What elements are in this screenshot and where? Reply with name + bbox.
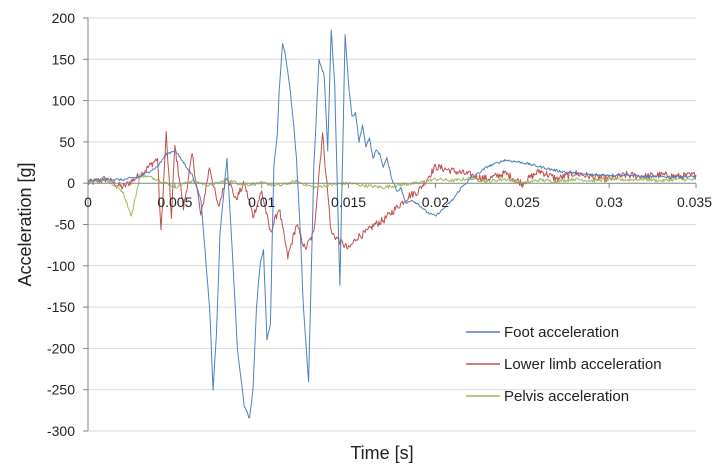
x-tick-label: 0.005 [157, 194, 192, 210]
y-tick-label: -50 [55, 217, 75, 233]
axes [83, 17, 697, 432]
legend-label: Lower limb acceleration [504, 356, 662, 373]
x-axis-title: Time [s] [350, 443, 413, 463]
series-line-1 [87, 29, 697, 419]
y-tick-label: -200 [47, 340, 75, 356]
series-line-3 [87, 173, 697, 217]
y-tick-label: -250 [47, 382, 75, 398]
series-lines [87, 29, 697, 419]
y-tick-label: -100 [47, 258, 75, 274]
x-tick-label: 0.01 [248, 194, 275, 210]
x-tick-label: 0.025 [505, 194, 540, 210]
x-tick-label: 0.015 [331, 194, 366, 210]
legend-label: Foot acceleration [504, 324, 619, 341]
grid-lines [88, 17, 696, 432]
y-tick-label: 50 [59, 134, 75, 150]
x-tick-labels: 0 0.005 0.01 0.015 0.02 0.025 0.03 0.035 [84, 194, 712, 210]
x-tick-label: 0.03 [596, 194, 623, 210]
legend-label: Pelvis acceleration [504, 388, 629, 405]
y-axis-title: Acceleration [g] [15, 162, 35, 286]
x-tick-label: 0.02 [422, 194, 449, 210]
y-tick-labels: 200 150 100 50 0 -50 -100 -150 -200 -250 -300 [47, 10, 75, 439]
y-tick-label: -150 [47, 299, 75, 315]
y-tick-label: 0 [67, 175, 75, 191]
y-tick-label: -300 [47, 423, 75, 439]
y-tick-label: 200 [52, 10, 76, 26]
y-tick-label: 100 [52, 93, 76, 109]
legend: Foot acceleration Lower limb acceleration… [466, 324, 662, 405]
y-tick-label: 150 [52, 51, 76, 67]
x-tick-label: 0.035 [677, 194, 712, 210]
x-tick-label: 0 [84, 194, 92, 210]
